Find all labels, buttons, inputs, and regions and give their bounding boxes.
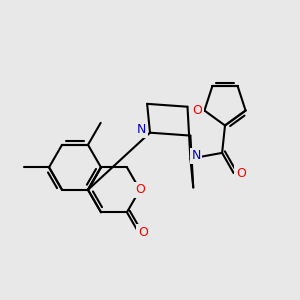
Text: O: O	[135, 183, 145, 196]
Text: O: O	[192, 104, 202, 117]
Text: O: O	[236, 167, 246, 180]
Text: N: N	[191, 149, 201, 162]
Text: N: N	[137, 123, 146, 136]
Text: O: O	[138, 226, 148, 239]
